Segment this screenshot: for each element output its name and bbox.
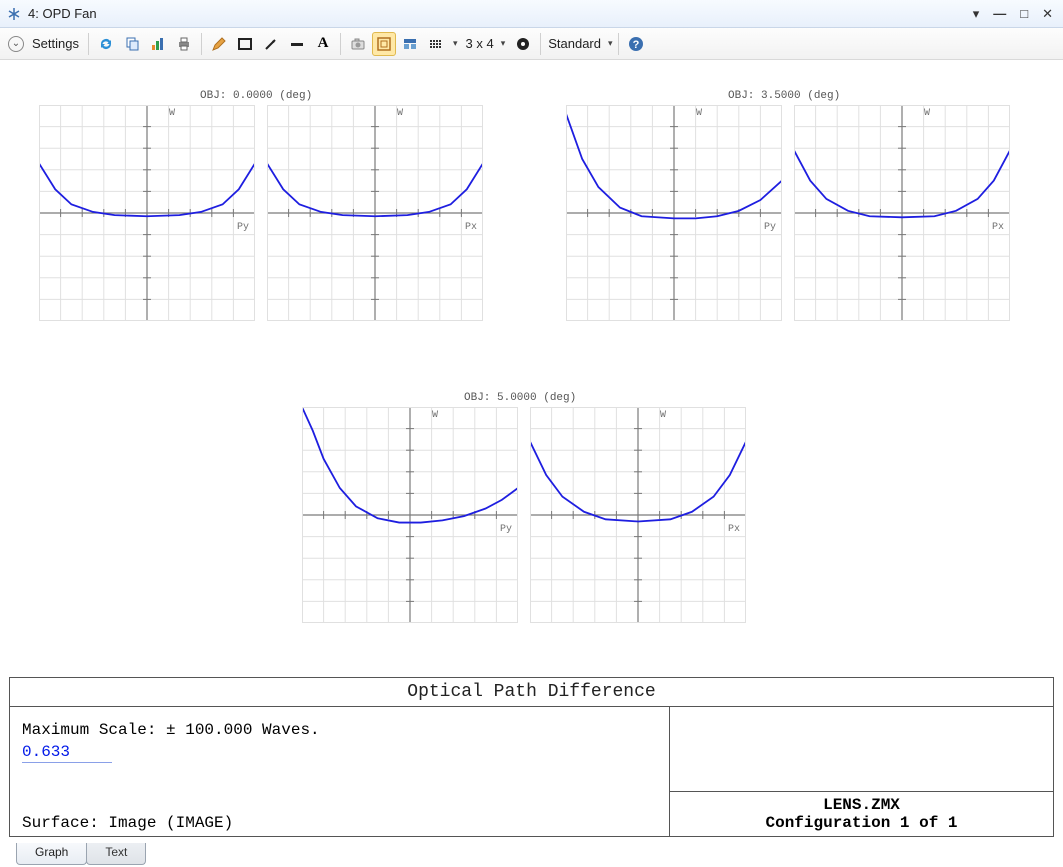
standard-label[interactable]: Standard bbox=[546, 36, 603, 51]
pencil-icon[interactable] bbox=[207, 32, 231, 56]
svg-text:Py: Py bbox=[500, 524, 512, 535]
field-title: OBJ: 5.0000 (deg) bbox=[464, 392, 576, 404]
svg-text:W: W bbox=[924, 108, 930, 119]
expand-settings-button[interactable]: ⌄ bbox=[4, 32, 28, 56]
surface-text: Surface: Image (IMAGE) bbox=[22, 814, 659, 832]
field-title: OBJ: 3.5000 (deg) bbox=[728, 90, 840, 102]
opd-plot: W Px bbox=[530, 407, 746, 623]
svg-text:W: W bbox=[432, 410, 438, 421]
separator bbox=[618, 33, 619, 55]
opd-plot: W Px bbox=[794, 105, 1010, 321]
info-left-panel: Maximum Scale: ± 100.000 Waves. 0.633 Su… bbox=[10, 707, 670, 836]
info-right-top bbox=[670, 707, 1053, 792]
info-right-bottom: LENS.ZMX Configuration 1 of 1 bbox=[670, 792, 1053, 836]
separator bbox=[88, 33, 89, 55]
svg-text:Px: Px bbox=[992, 222, 1004, 233]
separator bbox=[540, 33, 541, 55]
window-titlebar: 4: OPD Fan ▾ — □ ✕ bbox=[0, 0, 1063, 28]
help-icon[interactable]: ? bbox=[624, 32, 648, 56]
camera-icon[interactable] bbox=[346, 32, 370, 56]
toolbar: ⌄ Settings A ▾ 3 x 4 ▾ bbox=[0, 28, 1063, 60]
separator bbox=[201, 33, 202, 55]
app-icon bbox=[6, 6, 22, 22]
svg-text:W: W bbox=[169, 108, 175, 119]
maximize-icon[interactable]: □ bbox=[1020, 7, 1028, 20]
lens-filename: LENS.ZMX bbox=[676, 796, 1047, 814]
opd-plot: W Py bbox=[566, 105, 782, 321]
opd-plot: W Py bbox=[39, 105, 255, 321]
dropdown-control-icon[interactable]: ▾ bbox=[973, 7, 980, 20]
tab-graph[interactable]: Graph bbox=[16, 843, 87, 865]
svg-text:Px: Px bbox=[728, 524, 740, 535]
chevron-down-icon[interactable]: ▾ bbox=[498, 38, 506, 49]
line-width-icon[interactable] bbox=[285, 32, 309, 56]
info-panel: Optical Path Difference Maximum Scale: ±… bbox=[9, 677, 1054, 837]
svg-text:W: W bbox=[696, 108, 702, 119]
rectangle-icon[interactable] bbox=[233, 32, 257, 56]
text-icon[interactable]: A bbox=[311, 32, 335, 56]
print-icon[interactable] bbox=[172, 32, 196, 56]
svg-text:W: W bbox=[397, 108, 403, 119]
separator bbox=[340, 33, 341, 55]
svg-text:W: W bbox=[660, 410, 666, 421]
window-layout-icon[interactable] bbox=[398, 32, 422, 56]
config-layers-icon[interactable] bbox=[424, 32, 448, 56]
chevron-down-icon[interactable]: ▾ bbox=[450, 38, 458, 49]
max-scale-text: Maximum Scale: ± 100.000 Waves. bbox=[22, 721, 659, 739]
svg-text:Px: Px bbox=[465, 222, 477, 233]
arrow-icon[interactable] bbox=[259, 32, 283, 56]
tab-text[interactable]: Text bbox=[86, 843, 146, 865]
minimize-icon[interactable]: — bbox=[993, 7, 1006, 20]
settings-label[interactable]: Settings bbox=[30, 36, 83, 51]
refresh-icon[interactable] bbox=[94, 32, 118, 56]
close-icon[interactable]: ✕ bbox=[1042, 7, 1053, 20]
svg-text:Py: Py bbox=[237, 222, 249, 233]
chart-canvas: OBJ: 0.0000 (deg) W Py W Px OBJ: 3.5000 (deg)… bbox=[0, 60, 1063, 676]
bottom-tabs: Graph Text bbox=[16, 843, 145, 865]
window-controls: ▾ — □ ✕ bbox=[973, 7, 1057, 20]
svg-text:Py: Py bbox=[764, 222, 776, 233]
target-icon[interactable] bbox=[511, 32, 535, 56]
config-text: Configuration 1 of 1 bbox=[676, 814, 1047, 832]
opd-plot: W Px bbox=[267, 105, 483, 321]
copy-icon[interactable] bbox=[120, 32, 144, 56]
window-fit-icon[interactable] bbox=[372, 32, 396, 56]
chart-palette-icon[interactable] bbox=[146, 32, 170, 56]
chevron-down-icon[interactable]: ▾ bbox=[605, 38, 613, 49]
opd-plot: W Py bbox=[302, 407, 518, 623]
wavelength-value: 0.633 bbox=[22, 743, 112, 763]
svg-text:?: ? bbox=[632, 39, 639, 51]
field-title: OBJ: 0.0000 (deg) bbox=[200, 90, 312, 102]
grid-size-label[interactable]: 3 x 4 bbox=[464, 36, 496, 51]
info-header: Optical Path Difference bbox=[10, 678, 1053, 707]
window-title: 4: OPD Fan bbox=[28, 6, 973, 21]
